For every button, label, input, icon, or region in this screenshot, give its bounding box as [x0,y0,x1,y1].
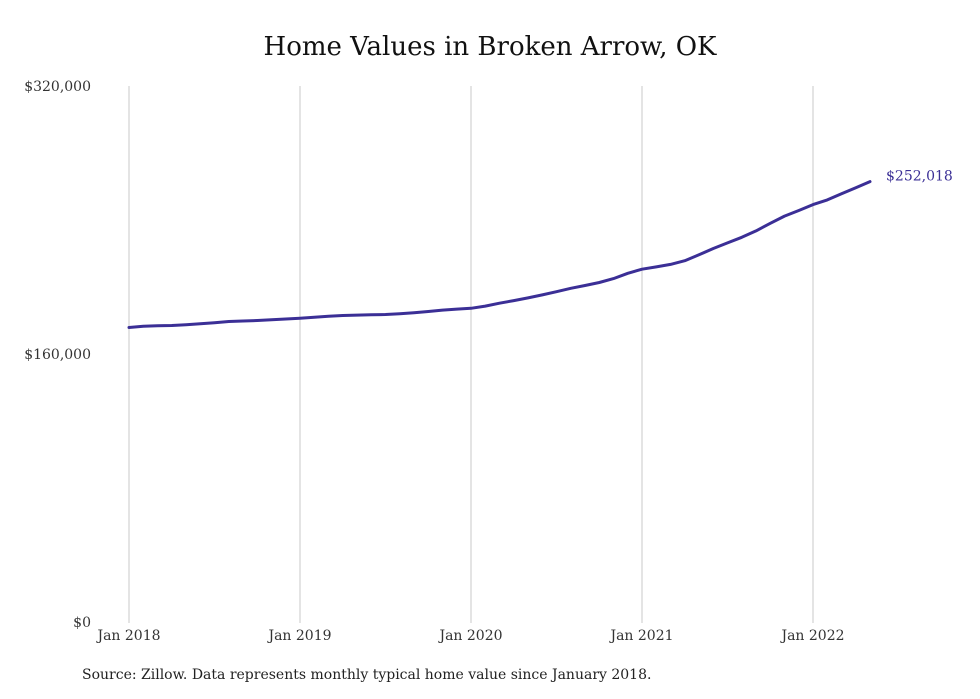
y-tick-label: $160,000 [24,347,91,363]
x-tick-label: Jan 2020 [437,628,502,644]
x-tick-label: Jan 2018 [95,628,160,644]
series-line [127,180,872,329]
plot-area: Jan 2018 Jan 2019 Jan 2020 Jan 2021 Jan 2022… [24,79,953,644]
x-tick-label: Jan 2022 [779,628,844,644]
x-tick-label: Jan 2019 [266,628,331,644]
chart-title: Home Values in Broken Arrow, OK [263,32,717,62]
source-note: Source: Zillow. Data represents monthly … [82,667,652,683]
y-tick-label: $320,000 [24,79,91,95]
end-value-label: $252,018 [886,169,953,185]
y-tick-label: $0 [73,615,91,631]
x-tick-label: Jan 2021 [608,628,673,644]
